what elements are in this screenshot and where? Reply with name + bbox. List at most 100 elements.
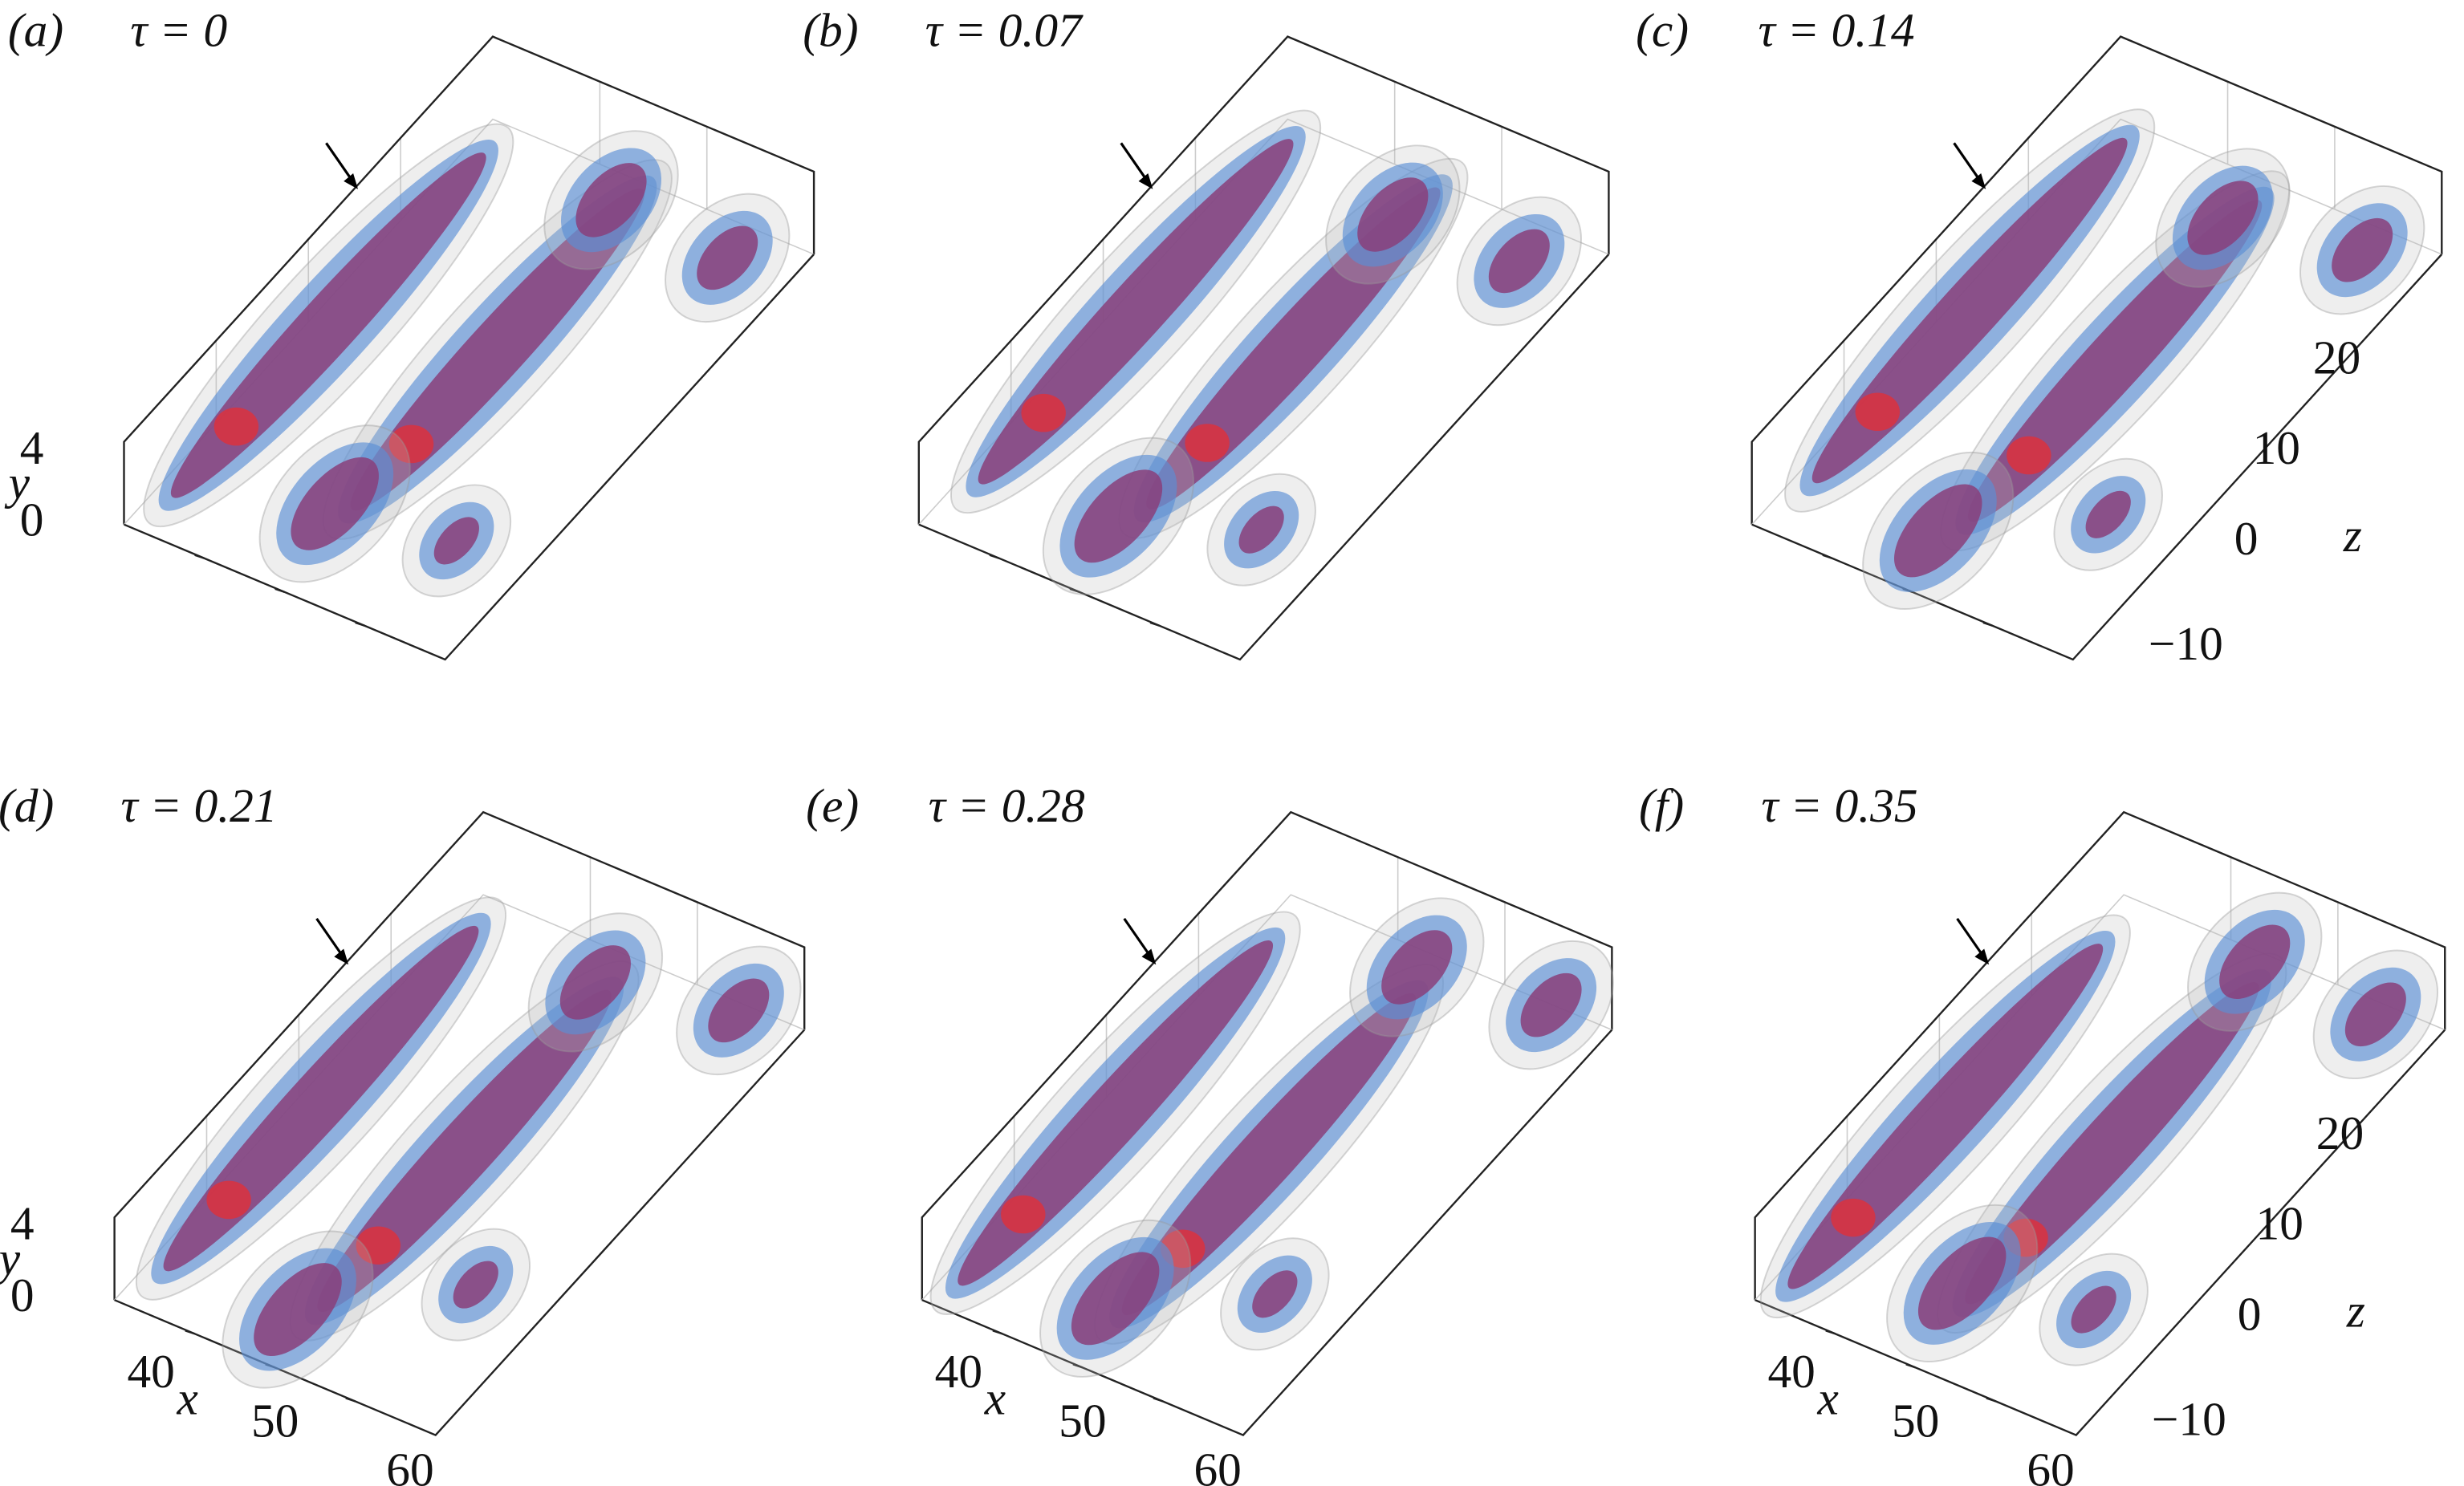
x-axis-label: x bbox=[177, 1372, 198, 1425]
surface-purple bbox=[697, 225, 758, 290]
surface-purple bbox=[2219, 924, 2291, 999]
surface-purple bbox=[2344, 982, 2406, 1047]
tick bbox=[1072, 1363, 1084, 1369]
panel: (b) τ = 0.07 bbox=[803, 3, 1610, 661]
panel: (e) τ = 0.28 40 50 60 x bbox=[806, 779, 1614, 1486]
x-tick-label: 60 bbox=[1193, 1443, 1241, 1486]
tick bbox=[1069, 587, 1080, 593]
surface-purple bbox=[433, 517, 479, 565]
box-edge bbox=[918, 254, 1610, 661]
y-tick-label: 0 bbox=[20, 493, 44, 546]
box-edge bbox=[1754, 1029, 2446, 1436]
x-axis-label: x bbox=[1817, 1372, 1839, 1425]
arrow-head bbox=[334, 948, 349, 965]
z-tick-label: 0 bbox=[2234, 512, 2259, 565]
panel: (a) τ = 0 4 0y bbox=[5, 3, 815, 661]
panel-tau: τ = 0 bbox=[130, 3, 227, 56]
surface-purple bbox=[2187, 181, 2259, 255]
surface-red bbox=[1855, 392, 1901, 432]
y-tick-label: 0 bbox=[10, 1269, 35, 1322]
x-tick-label: 50 bbox=[251, 1394, 299, 1447]
x-axis-label: x bbox=[984, 1372, 1006, 1425]
tick bbox=[194, 554, 205, 559]
tick bbox=[274, 587, 285, 593]
tick bbox=[992, 1330, 1003, 1335]
z-axis-label: z bbox=[2346, 1285, 2365, 1338]
surface-purple bbox=[1252, 1270, 1298, 1318]
arrow-head bbox=[1141, 948, 1157, 965]
surface-red bbox=[213, 407, 259, 446]
tick bbox=[355, 621, 365, 627]
panel-label: (c) bbox=[1636, 3, 1689, 56]
tick bbox=[1822, 554, 1833, 559]
surface-purple bbox=[1381, 930, 1453, 1005]
box-edge bbox=[921, 1029, 1613, 1436]
box-edge bbox=[1750, 35, 2443, 525]
x-tick-label: 50 bbox=[1059, 1394, 1106, 1447]
box-edge bbox=[113, 810, 806, 1301]
surface-red bbox=[356, 1226, 401, 1265]
y-tick-label: 4 bbox=[20, 421, 44, 474]
box-edge bbox=[123, 35, 815, 525]
y-axis-label: y bbox=[5, 457, 30, 510]
tick bbox=[1986, 1397, 1997, 1403]
box-edge bbox=[114, 1029, 806, 1436]
x-tick-label: 40 bbox=[1767, 1345, 1815, 1398]
z-tick-label: 0 bbox=[2238, 1288, 2262, 1341]
surface-purple bbox=[1071, 1252, 1160, 1346]
surface-purple bbox=[1488, 229, 1550, 294]
panel-tau: τ = 0.35 bbox=[1762, 779, 1918, 832]
y-tick-label: 4 bbox=[10, 1197, 35, 1250]
surface-purple bbox=[254, 1263, 342, 1357]
x-tick-label: 50 bbox=[1892, 1394, 1939, 1447]
surface-purple bbox=[453, 1261, 498, 1309]
x-tick-label: 60 bbox=[2027, 1443, 2074, 1486]
surface-purple bbox=[1238, 505, 1284, 554]
box-edge bbox=[1754, 810, 2446, 1301]
panel-label: (f) bbox=[1639, 779, 1684, 832]
tick bbox=[1153, 1397, 1164, 1403]
arrow-head bbox=[1138, 173, 1153, 189]
panel-label: (a) bbox=[8, 3, 63, 56]
tick bbox=[989, 554, 1000, 559]
panel-label: (d) bbox=[0, 779, 54, 832]
surface-red bbox=[206, 1180, 251, 1220]
arrow-head bbox=[1974, 948, 1990, 965]
surface-red bbox=[2007, 436, 2051, 475]
x-tick-label: 40 bbox=[127, 1345, 174, 1398]
z-tick-label: 10 bbox=[2256, 1197, 2303, 1250]
y-axis-label: y bbox=[0, 1232, 21, 1285]
panel-tau: τ = 0.14 bbox=[1759, 3, 1915, 56]
surface-purple bbox=[1520, 972, 1582, 1037]
x-tick-label: 40 bbox=[935, 1345, 982, 1398]
tick bbox=[1825, 1330, 1836, 1335]
surface-purple bbox=[2332, 217, 2393, 282]
z-tick-label: −10 bbox=[2152, 1392, 2226, 1445]
surface-red bbox=[1185, 424, 1230, 462]
surface-purple bbox=[575, 163, 647, 238]
tick bbox=[185, 1330, 196, 1335]
surface-red bbox=[388, 424, 434, 464]
panel-label: (b) bbox=[803, 3, 858, 56]
z-tick-label: 10 bbox=[2253, 421, 2300, 474]
arrow-head bbox=[1971, 173, 1986, 189]
box-edge bbox=[921, 810, 1613, 1301]
tick bbox=[1905, 1363, 1917, 1369]
surface-purple bbox=[291, 457, 379, 550]
arrow-head bbox=[344, 173, 359, 189]
tick bbox=[1149, 621, 1161, 627]
surface-purple bbox=[1074, 469, 1163, 563]
surface-red bbox=[1831, 1198, 1876, 1237]
surface-purple bbox=[1357, 177, 1429, 252]
surface-purple bbox=[708, 978, 770, 1043]
x-tick-label: 60 bbox=[386, 1443, 433, 1486]
panel-tau: τ = 0.28 bbox=[929, 779, 1085, 832]
surface-purple bbox=[2085, 490, 2131, 538]
z-tick-label: 20 bbox=[2313, 331, 2360, 384]
surface-purple bbox=[1917, 1236, 2007, 1330]
z-tick-label: −10 bbox=[2149, 617, 2223, 670]
surface-purple bbox=[1894, 484, 1982, 578]
